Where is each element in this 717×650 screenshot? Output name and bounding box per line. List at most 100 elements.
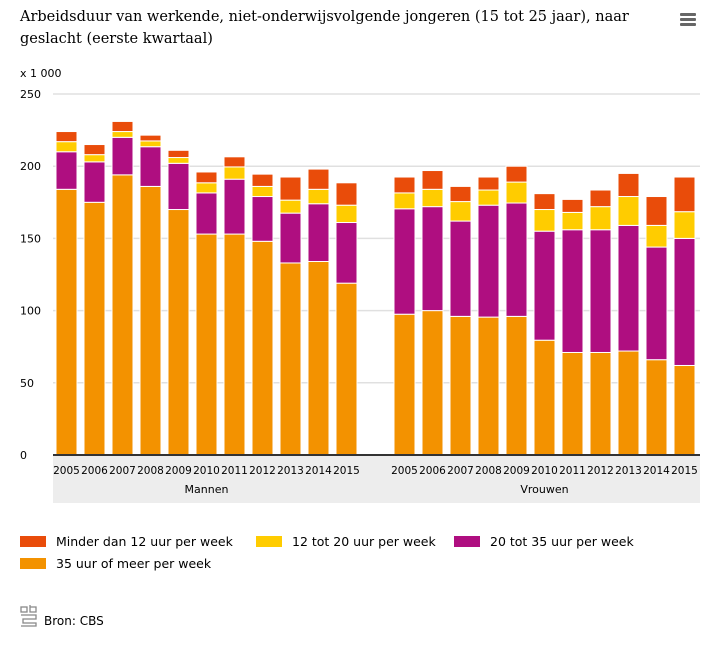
bar-segment: [421, 310, 444, 456]
bar-segment: [673, 211, 696, 239]
x-tick-label: 2009: [503, 465, 530, 477]
bar-segment: [505, 165, 528, 183]
x-axis-category-band: [53, 455, 700, 503]
y-tick-label: 0: [20, 449, 27, 462]
legend-item-12-tot-20[interactable]: 12 tot 20 uur per week: [256, 534, 436, 549]
bar-segment: [533, 209, 556, 232]
bar-segment: [335, 222, 358, 284]
x-tick-label: 2014: [305, 465, 332, 477]
chart-title: Arbeidsduur van werkende, niet-onderwijs…: [20, 9, 629, 47]
bar-segment: [645, 224, 668, 248]
bar-segment: [617, 350, 640, 456]
bar-segment: [223, 156, 246, 168]
bar-segment: [505, 315, 528, 456]
legend-swatch: [256, 536, 282, 547]
x-tick-label: 2005: [391, 465, 418, 477]
x-tick-label: 2011: [559, 465, 586, 477]
bar-segment: [335, 282, 358, 456]
bar-segment: [83, 144, 106, 156]
legend-swatch: [20, 558, 46, 569]
bar-segment: [393, 176, 416, 194]
bar-segment: [167, 209, 190, 456]
source-label: Bron: CBS: [44, 614, 104, 628]
bar-segment: [335, 204, 358, 224]
cbs-logo-icon: [20, 605, 37, 627]
x-tick-label: 2006: [419, 465, 446, 477]
bar-segment: [335, 182, 358, 206]
bar-segment: [561, 351, 584, 456]
bar-segment: [505, 202, 528, 317]
bar-segment: [645, 359, 668, 456]
bar-segment: [111, 136, 134, 176]
x-tick-label: 2013: [615, 465, 642, 477]
bar-segment: [279, 262, 302, 456]
bar-segment: [139, 185, 162, 456]
bar-segment: [279, 176, 302, 201]
legend-item-20-tot-35[interactable]: 20 tot 35 uur per week: [454, 534, 634, 549]
legend-item-35-of-meer[interactable]: 35 uur of meer per week: [20, 556, 211, 571]
hamburger-menu-icon[interactable]: [680, 13, 696, 29]
source-note: Bron: CBS: [20, 604, 104, 628]
x-tick-label: 2008: [475, 465, 502, 477]
x-group-label: Vrouwen: [520, 483, 568, 496]
bar-segment: [251, 240, 274, 456]
bar-segment: [195, 182, 218, 194]
legend-item-minder-dan-12[interactable]: Minder dan 12 uur per week: [20, 534, 233, 549]
bar-segment: [645, 246, 668, 361]
bar-segment: [195, 171, 218, 184]
bar-segment: [617, 196, 640, 226]
bar-segment: [477, 204, 500, 318]
x-tick-label: 2013: [277, 465, 304, 477]
x-tick-label: 2005: [53, 465, 80, 477]
bar-segment: [617, 224, 640, 352]
x-tick-label: 2010: [531, 465, 558, 477]
bar-segment: [167, 149, 190, 159]
bar-segment: [307, 203, 330, 263]
y-tick-label: 200: [20, 160, 41, 173]
x-tick-label: 2015: [333, 465, 360, 477]
bar-segment: [279, 212, 302, 264]
bar-segment: [111, 131, 134, 138]
bar-segment: [55, 151, 78, 190]
bar-segment: [421, 206, 444, 312]
bar-segment: [421, 188, 444, 208]
bar-segment: [477, 176, 500, 191]
legend-label: 35 uur of meer per week: [56, 556, 212, 571]
bar-segment: [561, 211, 584, 231]
bar-segment: [673, 237, 696, 366]
bar-segment: [645, 196, 668, 226]
y-tick-label: 150: [20, 232, 41, 245]
bar-segment: [251, 185, 274, 198]
bar-segment: [449, 185, 472, 203]
bar-segment: [421, 170, 444, 190]
x-tick-label: 2006: [81, 465, 108, 477]
bar-segment: [223, 166, 246, 180]
bar-segment: [393, 192, 416, 210]
bar-segment: [223, 233, 246, 456]
x-tick-label: 2012: [249, 465, 276, 477]
x-tick-label: 2011: [221, 465, 248, 477]
x-tick-label: 2007: [447, 465, 474, 477]
bar-segment: [83, 161, 106, 203]
bar-segment: [533, 230, 556, 341]
bar-segment: [111, 174, 134, 456]
bar-segment: [449, 315, 472, 456]
x-tick-label: 2009: [165, 465, 192, 477]
bar-segment: [307, 188, 330, 205]
bar-segment: [139, 134, 162, 142]
bar-segment: [533, 193, 556, 211]
bar-segment: [307, 168, 330, 190]
bar-segment: [393, 313, 416, 456]
bar-segment: [307, 261, 330, 456]
bar-segment: [83, 154, 106, 163]
bar-segment: [617, 172, 640, 198]
bar-segment: [561, 229, 584, 353]
bar-segment: [139, 140, 162, 148]
x-tick-label: 2012: [587, 465, 614, 477]
y-tick-label: 50: [20, 377, 34, 390]
bar-segment: [589, 189, 612, 208]
bar-segment: [167, 162, 190, 211]
bar-segment: [533, 339, 556, 456]
bar-segment: [251, 196, 274, 242]
